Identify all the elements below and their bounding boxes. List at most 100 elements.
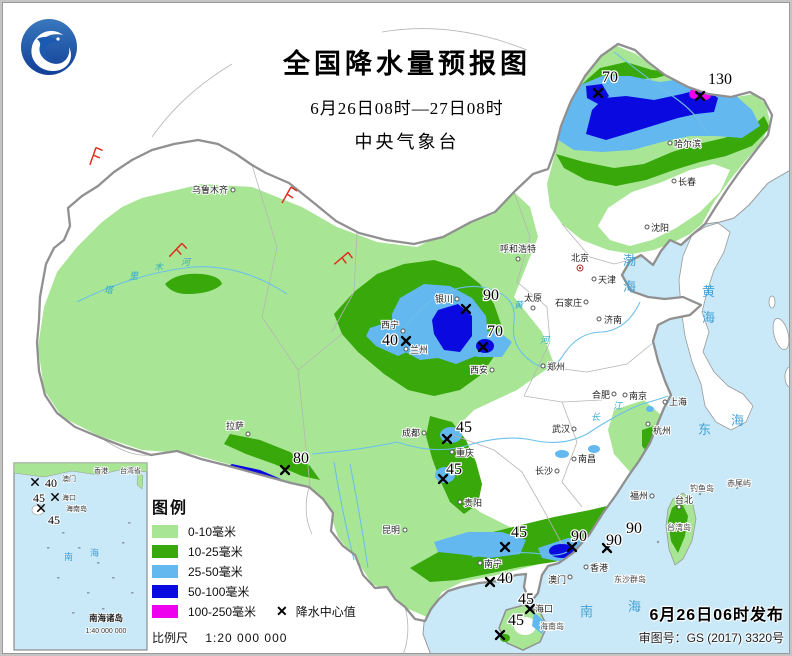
precip-value: 45 bbox=[446, 461, 462, 478]
precip-value: 90 bbox=[626, 520, 642, 537]
legend-swatch-25-50 bbox=[152, 565, 178, 578]
dry-plain-northeast bbox=[598, 164, 730, 246]
legend-title: 图例 bbox=[152, 500, 189, 517]
legend-row: 25-50毫米 bbox=[152, 565, 402, 579]
city-label: 北京 bbox=[571, 252, 589, 263]
city-label: 重庆 bbox=[456, 447, 474, 458]
city-label: 南昌 bbox=[578, 453, 596, 464]
city-label: 长沙 bbox=[535, 465, 553, 476]
precipitation-zones bbox=[38, 46, 770, 617]
precip-value: 45 bbox=[456, 419, 472, 436]
map-header: 全国降水量预报图 6月26日08时—27日08时 中央气象台 bbox=[240, 42, 574, 154]
precip-value: 40 bbox=[382, 332, 398, 349]
scale-label: 比例尺 bbox=[152, 631, 189, 645]
publish-info: 6月26日06时发布 审图号：GS (2017) 3320号 bbox=[639, 601, 784, 646]
city-label: 哈尔滨 bbox=[674, 138, 701, 149]
map-approval-number: 审图号：GS (2017) 3320号 bbox=[638, 631, 784, 645]
legend-label: 50-100毫米 bbox=[188, 585, 250, 599]
legend-label: 25-50毫米 bbox=[188, 565, 243, 579]
forecast-period: 6月26日08时—27日08时 bbox=[310, 99, 504, 118]
legend-marker-label: 降水中心值 bbox=[295, 605, 356, 619]
country-border bbox=[35, 42, 774, 623]
city-label: 昆明 bbox=[382, 525, 400, 535]
city-label: 太原 bbox=[524, 292, 542, 303]
city-label: 福州 bbox=[630, 490, 648, 501]
legend-row: 50-100毫米 bbox=[152, 585, 402, 599]
city-label: 武汉 bbox=[552, 423, 570, 434]
city-label: 海口 bbox=[535, 603, 553, 614]
legend-label: 100-250毫米 bbox=[188, 605, 257, 619]
island-label: 海南岛 bbox=[540, 621, 564, 631]
city-label: 上海 bbox=[669, 396, 687, 407]
precip-value: 45 bbox=[508, 612, 524, 629]
precip-value: 90 bbox=[606, 532, 622, 549]
city-dots bbox=[230, 140, 682, 580]
map-legend: 图例 0-10毫米 10-25毫米 25-50毫米 50-100毫米 100-2… bbox=[152, 494, 402, 646]
precip-value-labels: 70 130 90 70 40 80 45 45 45 90 90 90 40 … bbox=[292, 68, 734, 631]
inset-name: 南海诸岛 bbox=[89, 613, 123, 623]
legend-swatch-10-25 bbox=[152, 545, 178, 558]
agency-name: 中央气象台 bbox=[354, 132, 460, 152]
precip-value: 70 bbox=[602, 69, 618, 86]
city-label: 呼和浩特 bbox=[500, 243, 536, 254]
precip-center-x-icon: ✕ bbox=[276, 603, 288, 619]
japan-islands bbox=[768, 295, 790, 388]
city-label: 澳门 bbox=[548, 574, 566, 585]
legend-row: 0-10毫米 bbox=[152, 525, 402, 539]
city-label: 台北 bbox=[675, 494, 693, 505]
city-label: 长春 bbox=[678, 176, 696, 187]
province-borders bbox=[96, 28, 655, 654]
inset-label: 海南岛 bbox=[66, 504, 87, 513]
scale-value: 1:20 000 000 bbox=[205, 631, 288, 645]
city-label: 拉萨 bbox=[226, 420, 244, 431]
south-china-sea-inset: 40 45 45 香港 台湾省 澳门 海口 海南岛 南海 南海诸岛 1:40 0… bbox=[13, 462, 148, 651]
precip-value: 40 bbox=[497, 570, 513, 587]
island-label: 赤尾屿 bbox=[727, 479, 751, 488]
inset-label: 海口 bbox=[62, 493, 76, 502]
precip-value: 90 bbox=[571, 528, 587, 545]
precip-value: 70 bbox=[487, 323, 503, 340]
precip-value: 90 bbox=[483, 287, 499, 304]
city-label: 济南 bbox=[604, 314, 622, 325]
city-label: 成都 bbox=[402, 427, 420, 438]
city-label: 乌鲁木齐 bbox=[192, 184, 228, 195]
city-label: 南宁 bbox=[484, 558, 502, 569]
city-label: 天津 bbox=[598, 275, 616, 285]
inset-precip-value: 45 bbox=[33, 491, 45, 505]
inset-taiwan bbox=[136, 471, 144, 490]
inset-precip-value: 45 bbox=[48, 513, 60, 527]
map-scale: 比例尺 1:20 000 000 bbox=[152, 629, 402, 646]
island-label: 台湾岛 bbox=[667, 522, 691, 532]
city-label: 沈阳 bbox=[651, 222, 669, 233]
precip-value: 130 bbox=[708, 71, 732, 88]
city-label: 西宁 bbox=[381, 319, 399, 330]
city-label: 西安 bbox=[470, 364, 488, 375]
precip-value: 45 bbox=[518, 591, 534, 608]
city-label: 银川 bbox=[435, 293, 453, 304]
inset-label: 澳门 bbox=[62, 474, 76, 483]
legend-swatch-0-10 bbox=[152, 525, 178, 538]
island-label: 东沙群岛 bbox=[614, 574, 646, 584]
inset-label: 香港 bbox=[94, 466, 108, 475]
legend-label: 10-25毫米 bbox=[188, 545, 243, 559]
city-label: 贵阳 bbox=[464, 497, 482, 508]
inset-precip-value: 40 bbox=[45, 476, 57, 490]
rivers bbox=[76, 51, 709, 569]
city-labels: 乌鲁木齐 哈尔滨 长春 沈阳 呼和浩特 北京 天津 石家庄 太原 济南 郑州 西… bbox=[191, 137, 752, 632]
city-label: 合肥 bbox=[592, 389, 610, 400]
inset-label: 台湾省 bbox=[120, 466, 141, 475]
taiwan-island bbox=[656, 486, 739, 566]
inset-coast bbox=[13, 462, 148, 478]
legend-swatch-50-100 bbox=[152, 585, 178, 598]
island-label: 钓鱼岛 bbox=[690, 483, 714, 493]
page-title: 全国降水量预报图 bbox=[283, 49, 531, 79]
city-label: 香港 bbox=[590, 562, 608, 573]
publish-time: 6月26日06时发布 bbox=[649, 607, 784, 624]
inset-scale: 1:40 000 000 bbox=[86, 628, 127, 635]
legend-label: 0-10毫米 bbox=[188, 525, 237, 539]
city-label: 石家庄 bbox=[555, 297, 582, 308]
city-label: 南京 bbox=[629, 390, 647, 401]
precip-value: 80 bbox=[293, 450, 309, 467]
